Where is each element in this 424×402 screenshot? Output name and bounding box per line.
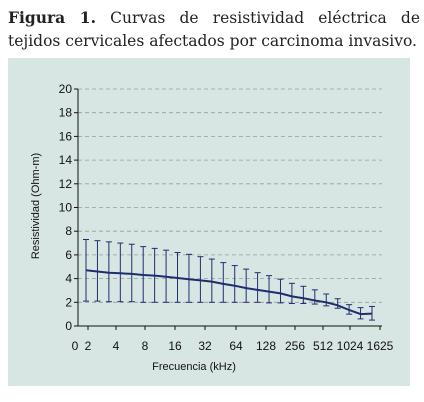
x-tick-label: 4 [113, 339, 120, 353]
y-tick-label: 16 [59, 129, 73, 143]
y-tick-label: 6 [65, 248, 72, 262]
x-tick-label: 1024 [337, 339, 364, 353]
y-tick-label: 12 [59, 177, 73, 191]
x-tick-label: 64 [229, 339, 243, 353]
x-tick-label: 2 [85, 339, 92, 353]
figure-caption: Figura 1. Curvas de resistividad eléctri… [8, 6, 420, 53]
y-tick-label: 18 [59, 106, 73, 120]
figure-label: Figura 1. [8, 8, 96, 27]
y-tick-label: 4 [65, 272, 72, 286]
x-tick-label: 8 [142, 339, 149, 353]
resistivity-mean-line [85, 269, 373, 316]
y-axis-title: Resistividad (Ohm-m) [30, 153, 42, 259]
x-tick-label: 128 [256, 339, 276, 353]
y-tick-label: 8 [65, 224, 72, 238]
series-layer [83, 238, 375, 321]
figure-caption-text: Curvas de resistividad eléctrica de teji… [8, 9, 420, 50]
x-tick-label: 1625 [367, 339, 394, 353]
x-tick-label: 16 [168, 339, 182, 353]
y-tick-label: 0 [65, 319, 72, 333]
x-tick-label: 32 [198, 339, 212, 353]
y-tick-label: 10 [59, 201, 73, 215]
chart-panel: 0 2 4 6 8 10 12 14 16 18 20 0 2 4 8 16 32 64 128 256 512 1024… [8, 58, 410, 386]
y-tick-label: 20 [59, 82, 73, 96]
y-tick-label: 14 [59, 153, 73, 167]
x-tick-label: 256 [285, 339, 305, 353]
grid-layer [78, 88, 382, 303]
y-tick-label: 2 [65, 295, 72, 309]
x-tick-label: 512 [313, 339, 333, 353]
x-axis-title: Frecuencia (kHz) [152, 361, 236, 373]
x-tick-label: 0 [72, 339, 79, 353]
